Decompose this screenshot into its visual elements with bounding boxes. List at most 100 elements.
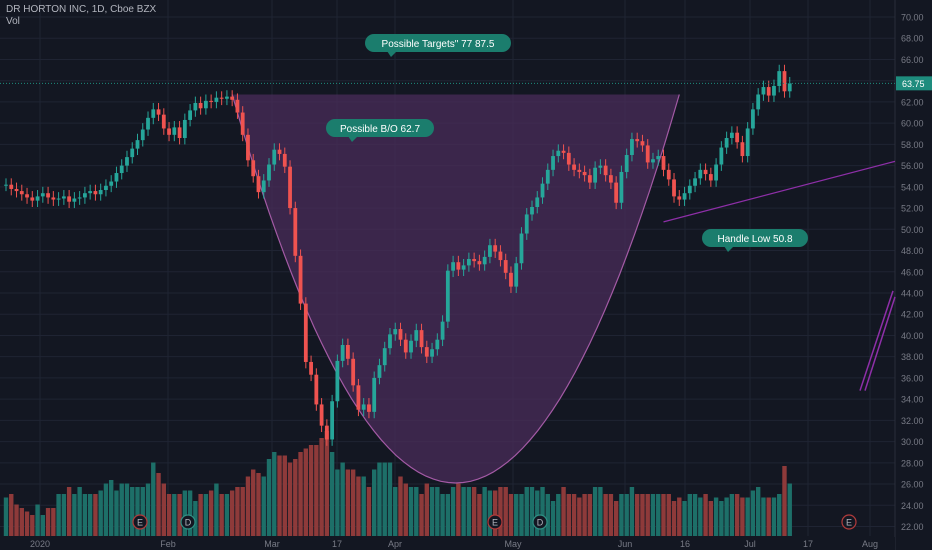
- volume-bar: [324, 431, 330, 536]
- handle-trendline[interactable]: [663, 160, 896, 223]
- candle-body: [151, 109, 156, 118]
- y-tick-label: 22.00: [901, 522, 924, 532]
- x-tick-label: May: [504, 539, 522, 549]
- price-axis[interactable]: 70.0068.0066.0064.0062.0060.0058.0056.00…: [896, 13, 932, 533]
- candle-body: [46, 193, 50, 198]
- volume-bar: [93, 494, 98, 536]
- volume-bar: [692, 494, 698, 536]
- volume-bar: [582, 494, 587, 536]
- event-marker[interactable]: D: [180, 514, 196, 530]
- candle-body: [540, 183, 545, 198]
- candle-body: [482, 256, 487, 265]
- candle-body: [435, 339, 440, 350]
- y-tick-label: 42.00: [901, 310, 924, 320]
- volume-bar: [261, 476, 266, 536]
- callout-bubble[interactable]: Handle Low 50.8: [702, 229, 808, 252]
- candle-body: [587, 175, 592, 183]
- volume-bar: [19, 508, 24, 536]
- candle-body: [461, 265, 466, 270]
- event-marker-circle: [532, 514, 548, 530]
- volume-bar: [708, 501, 714, 536]
- candle-body: [708, 174, 713, 181]
- volume-bar: [240, 487, 245, 536]
- volume-bar: [219, 494, 224, 536]
- volume-bar: [540, 487, 545, 536]
- candle-body: [498, 251, 503, 261]
- candle-body: [609, 175, 613, 183]
- volume-bar: [561, 487, 566, 536]
- candle-body: [198, 102, 203, 109]
- candle-body: [777, 71, 782, 86]
- event-marker[interactable]: E: [132, 514, 148, 530]
- candle-body: [430, 349, 434, 357]
- x-tick-label: Apr: [388, 539, 402, 549]
- candle-body: [656, 156, 661, 160]
- candle-body: [398, 329, 403, 340]
- event-marker-circle: [180, 514, 196, 530]
- volume-bar: [77, 487, 82, 536]
- volume-bar: [435, 487, 440, 536]
- candle-body: [330, 401, 335, 440]
- candle-body: [235, 99, 240, 113]
- volume-bar: [787, 483, 792, 536]
- volume-bar: [272, 452, 277, 536]
- y-tick-label: 62.00: [901, 97, 924, 107]
- callout-bubble[interactable]: Possible B/O 62.7: [326, 119, 434, 142]
- volume-bar: [666, 494, 671, 536]
- event-marker[interactable]: D: [532, 514, 548, 530]
- candle-body: [4, 184, 8, 186]
- volume-bars: [3, 431, 792, 536]
- event-marker[interactable]: E: [487, 514, 503, 530]
- drawing-lines[interactable]: [0, 82, 896, 391]
- projection-arrow[interactable]: [859, 290, 894, 391]
- candle-body: [729, 132, 734, 139]
- volume-bar: [624, 494, 629, 536]
- candle-body: [735, 132, 740, 143]
- y-tick-label: 70.00: [901, 13, 924, 23]
- volume-bar: [424, 483, 429, 536]
- candle-body: [645, 145, 650, 163]
- candle-body: [772, 85, 776, 96]
- volume-bar: [519, 494, 524, 536]
- volume-bar: [30, 515, 35, 536]
- volume-bar: [266, 459, 272, 536]
- price-candles: [4, 64, 792, 446]
- volume-bar: [366, 487, 372, 536]
- event-marker-circle: [487, 514, 503, 530]
- volume-bar: [9, 494, 14, 536]
- time-axis[interactable]: 2020 Feb Mar 17 Apr May Jun 16 Jul 17 Aug: [0, 537, 895, 550]
- volume-bar: [456, 483, 461, 536]
- volume-bar: [356, 476, 361, 536]
- volume-bar: [45, 508, 51, 536]
- candle-body: [503, 260, 508, 273]
- candle-body: [261, 180, 266, 193]
- candle-body: [488, 245, 492, 257]
- candle-body: [309, 361, 313, 375]
- candle-body: [445, 270, 450, 322]
- candle-body: [67, 196, 72, 202]
- y-tick-label: 66.00: [901, 55, 924, 65]
- candle-body: [88, 191, 93, 194]
- volume-bar: [398, 476, 403, 536]
- callout-bubble[interactable]: Possible Targets" 77 87.5: [365, 34, 511, 57]
- volume-bar: [14, 504, 19, 536]
- volume-bar: [498, 487, 503, 536]
- candle-body: [509, 272, 513, 287]
- volume-bar: [319, 438, 324, 536]
- y-tick-label: 44.00: [901, 288, 924, 298]
- volume-bar: [514, 494, 519, 536]
- chart-legend: DR HORTON INC, 1D, Cboe BZX Vol: [6, 4, 156, 28]
- event-marker[interactable]: E: [841, 514, 857, 530]
- volume-bar: [35, 504, 40, 536]
- volume-bar: [545, 494, 550, 536]
- volume-bar: [166, 494, 172, 536]
- y-tick-label: 50.00: [901, 225, 924, 235]
- callouts[interactable]: Possible Targets" 77 87.5 Possible B/O 62…: [326, 34, 808, 252]
- volume-bar: [340, 462, 345, 536]
- candle-body: [393, 329, 398, 335]
- volume-bar: [645, 494, 650, 536]
- volume-bar: [235, 487, 240, 536]
- projection-arrow-2[interactable]: [864, 296, 896, 391]
